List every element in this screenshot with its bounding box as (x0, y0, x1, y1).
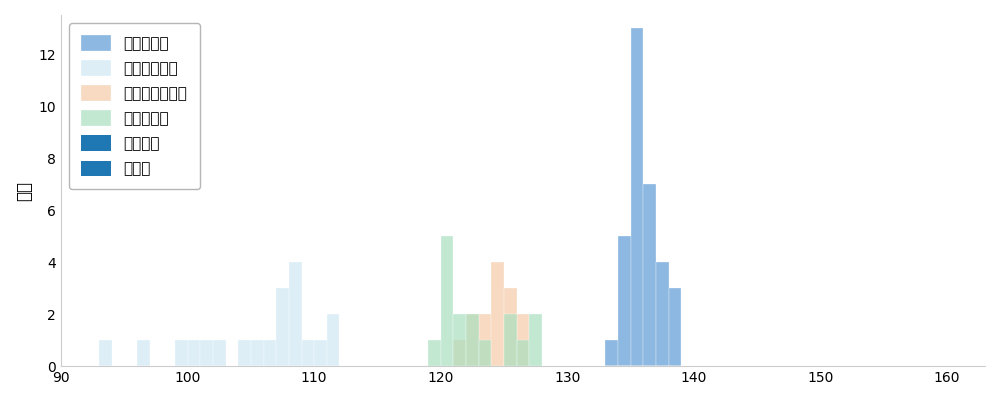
Bar (200, 340, 213, 366)
Bar (504, 288, 517, 366)
Bar (605, 340, 618, 366)
Bar (137, 340, 150, 366)
Bar (479, 340, 491, 366)
Bar (327, 314, 339, 366)
Bar (188, 340, 200, 366)
Bar (453, 340, 466, 366)
Bar (517, 314, 529, 366)
Bar (213, 340, 226, 366)
Bar (175, 340, 188, 366)
Bar (618, 236, 631, 366)
Bar (479, 314, 491, 366)
Bar (529, 314, 542, 366)
Bar (276, 288, 289, 366)
Bar (251, 340, 264, 366)
Bar (466, 314, 479, 366)
Bar (491, 262, 504, 366)
Bar (428, 340, 441, 366)
Bar (453, 314, 466, 366)
Bar (99, 340, 112, 366)
Y-axis label: 球数: 球数 (15, 180, 33, 200)
Bar (314, 340, 327, 366)
Bar (643, 184, 656, 366)
Bar (504, 314, 517, 366)
Bar (517, 340, 529, 366)
Bar (631, 28, 643, 366)
Bar (441, 236, 453, 366)
Bar (669, 288, 681, 366)
Bar (466, 314, 479, 366)
Bar (289, 262, 302, 366)
Bar (238, 340, 251, 366)
Legend: ストレート, カットボール, チェンジアップ, スライダー, シュート, カーブ: ストレート, カットボール, チェンジアップ, スライダー, シュート, カーブ (69, 23, 200, 189)
Bar (656, 262, 669, 366)
Bar (302, 340, 314, 366)
Bar (264, 340, 276, 366)
